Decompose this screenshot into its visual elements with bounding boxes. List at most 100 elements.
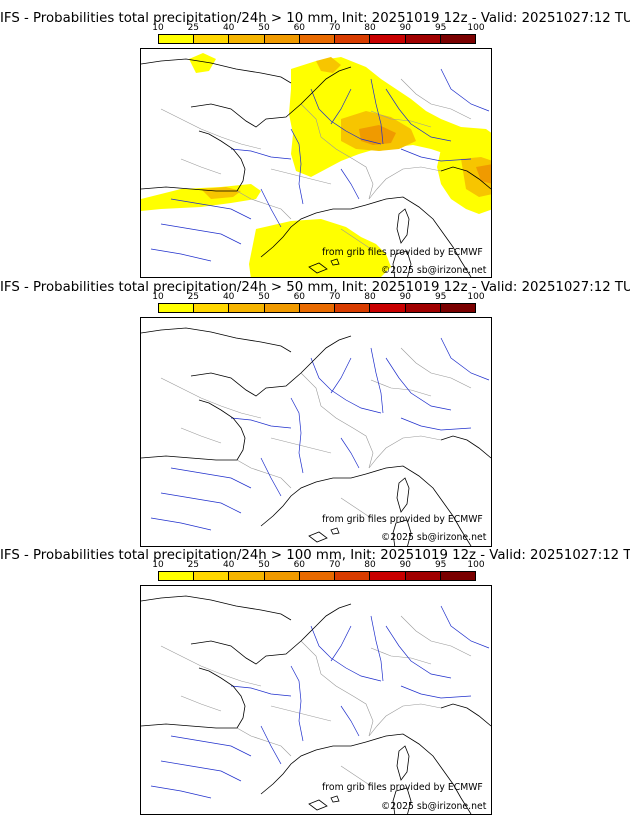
legend-color-swatch xyxy=(440,304,475,312)
legend-tick-label: 10 xyxy=(152,23,164,33)
river xyxy=(310,625,382,682)
admin-border xyxy=(340,497,372,519)
river xyxy=(370,615,384,682)
precipitation-area xyxy=(201,187,241,199)
legend-colorbar xyxy=(158,571,476,581)
precipitation-area xyxy=(316,57,341,73)
river xyxy=(400,148,472,162)
admin-border xyxy=(236,727,292,757)
probability-legend: 10 25 40 50 60 70 80 90 95 100 xyxy=(152,560,485,584)
legend-colorbar xyxy=(158,34,476,44)
coastline xyxy=(392,250,412,277)
admin-border xyxy=(236,459,292,489)
river xyxy=(170,198,252,220)
legend-color-swatch xyxy=(370,572,406,580)
legend-color-swatch xyxy=(335,572,371,580)
legend-color-swatch xyxy=(370,35,406,43)
coastline xyxy=(308,262,328,274)
river xyxy=(170,467,252,489)
coastline xyxy=(260,473,367,527)
admin-border xyxy=(340,765,372,787)
legend-tick-label: 40 xyxy=(222,292,235,302)
coastline xyxy=(365,465,472,546)
coastline xyxy=(365,733,472,814)
legend-color-swatch xyxy=(194,572,230,580)
admin-border xyxy=(300,103,374,200)
coastline xyxy=(141,186,237,192)
river xyxy=(150,785,212,799)
legend-tick-label: 60 xyxy=(293,292,306,302)
legend-tick-label: 70 xyxy=(328,560,341,570)
legend-color-swatch xyxy=(299,304,336,312)
river xyxy=(330,357,352,394)
precipitation-area xyxy=(249,219,391,277)
river xyxy=(330,625,352,662)
coastline xyxy=(330,795,340,803)
coastline xyxy=(330,258,340,266)
river xyxy=(290,128,304,205)
river xyxy=(230,685,292,697)
river xyxy=(150,248,212,262)
legend-tick-label: 90 xyxy=(399,23,412,33)
legend-color-swatch xyxy=(229,35,265,43)
precipitation-area xyxy=(476,164,491,184)
admin-border xyxy=(400,615,472,657)
precipitation-area xyxy=(141,184,261,211)
river xyxy=(370,78,384,145)
coastline xyxy=(396,477,410,513)
river xyxy=(340,705,360,737)
coastline xyxy=(260,204,367,258)
legend-tick-label: 80 xyxy=(364,23,376,33)
coastline xyxy=(365,196,472,277)
legend-ticks: 10 25 40 50 60 70 80 90 95 100 xyxy=(152,23,484,33)
river xyxy=(260,725,282,765)
copyright-credit: ©2025 sb@irizone.net xyxy=(381,532,487,543)
admin-border xyxy=(370,379,432,397)
legend-color-swatch xyxy=(159,572,195,580)
river xyxy=(440,337,490,381)
copyright-credit: ©2025 sb@irizone.net xyxy=(381,265,487,276)
legend-tick-label: 70 xyxy=(328,292,341,302)
map-frame xyxy=(140,48,492,278)
legend-tick-label: 25 xyxy=(187,292,200,302)
legend-color-swatch xyxy=(264,35,300,43)
legend-color-swatch xyxy=(335,35,371,43)
admin-border xyxy=(236,190,292,220)
legend-tick-label: 50 xyxy=(258,560,270,570)
river xyxy=(340,437,360,469)
admin-border xyxy=(400,347,472,389)
coastline xyxy=(396,745,410,781)
admin-border xyxy=(160,108,262,150)
precipitation-area xyxy=(189,53,216,73)
river xyxy=(160,760,242,782)
source-credit: from grib files provided by ECMWF xyxy=(322,247,483,258)
river xyxy=(385,357,452,411)
river xyxy=(400,417,472,431)
admin-border xyxy=(270,437,332,454)
admin-border xyxy=(368,166,442,200)
coastline xyxy=(141,58,292,84)
legend-color-swatch xyxy=(299,35,336,43)
legend-tick-label: 95 xyxy=(434,23,447,33)
legend-color-swatch xyxy=(159,35,195,43)
map-panel-50mm: IFS - Probabilities total precipitation/… xyxy=(0,269,630,547)
legend-tick-label: 95 xyxy=(434,560,447,570)
map-panel-10mm: IFS - Probabilities total precipitation/… xyxy=(0,0,630,278)
river xyxy=(260,457,282,497)
admin-border xyxy=(180,158,222,175)
legend-tick-label: 80 xyxy=(364,560,376,570)
coastline xyxy=(440,166,491,190)
river xyxy=(440,68,490,112)
legend-tick-label: 25 xyxy=(187,23,200,33)
panel-title: IFS - Probabilities total precipitation/… xyxy=(0,548,630,563)
legend-tick-label: 40 xyxy=(222,560,235,570)
river xyxy=(290,665,304,742)
coastline xyxy=(260,741,367,795)
legend-tick-label: 60 xyxy=(293,23,306,33)
legend-tick-label: 90 xyxy=(399,292,412,302)
river xyxy=(310,357,382,414)
coastline xyxy=(141,723,237,729)
legend-tick-label: 50 xyxy=(258,292,270,302)
legend-color-swatch xyxy=(440,35,475,43)
coastline xyxy=(308,531,328,543)
